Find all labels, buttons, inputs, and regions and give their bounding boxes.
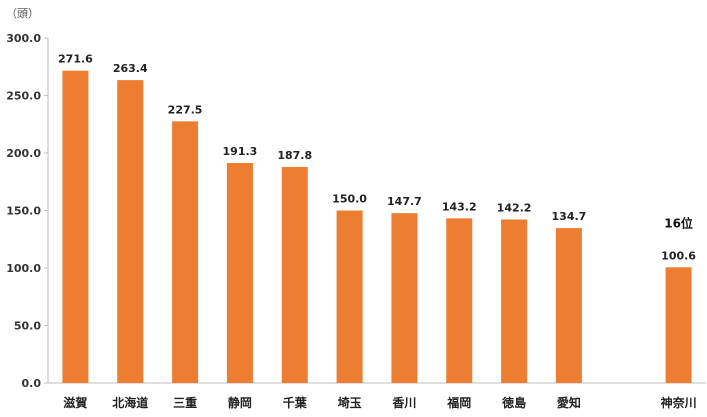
data-label: 271.6 xyxy=(58,53,93,66)
bar xyxy=(501,219,528,383)
bar xyxy=(281,167,308,383)
category-label: 北海道 xyxy=(112,395,148,410)
category-label: 香川 xyxy=(391,395,416,410)
category-label: 静岡 xyxy=(228,395,252,410)
y-tick-label: 100.0 xyxy=(6,262,41,275)
y-tick-label: 250.0 xyxy=(6,90,41,103)
y-tick-label: 200.0 xyxy=(6,147,41,160)
data-labels: 271.6 263.4 227.5 191.3 187.8 150.0 147.7 143.2… xyxy=(58,53,696,263)
data-label: 134.7 xyxy=(552,210,587,223)
data-label: 227.5 xyxy=(168,103,203,116)
category-label: 千葉 xyxy=(283,395,308,410)
rank-annotation: 16位 xyxy=(664,215,693,230)
y-tick-label: 50.0 xyxy=(14,320,41,333)
y-axis-ticks: 0.0 50.0 100.0 150.0 200.0 250.0 300.0 xyxy=(6,32,48,390)
chart-bars xyxy=(62,70,692,383)
chart-axes xyxy=(47,38,706,384)
category-label: 徳島 xyxy=(501,395,526,410)
data-label: 142.2 xyxy=(497,201,532,214)
bar xyxy=(336,210,363,383)
data-label: 187.8 xyxy=(277,149,312,162)
bar xyxy=(62,70,89,383)
y-tick-label: 0.0 xyxy=(22,377,42,390)
bar xyxy=(446,218,473,383)
data-label: 191.3 xyxy=(223,145,258,158)
category-label: 神奈川 xyxy=(661,395,697,410)
data-label: 150.0 xyxy=(332,193,367,206)
bar xyxy=(172,121,199,383)
category-label: 福岡 xyxy=(446,395,471,410)
bar xyxy=(391,213,418,383)
category-label: 三重 xyxy=(173,395,197,410)
data-label: 143.2 xyxy=(442,200,477,213)
data-label: 147.7 xyxy=(387,195,422,208)
annotations: 16位 xyxy=(664,215,693,230)
bar xyxy=(117,80,144,383)
bar xyxy=(555,228,582,383)
category-label: 埼玉 xyxy=(338,395,362,410)
category-labels: 滋賀 北海道 三重 静岡 千葉 埼玉 香川 福岡 徳島 愛知 神奈川 xyxy=(63,395,696,410)
bar xyxy=(226,163,253,383)
data-label: 100.6 xyxy=(661,249,696,262)
bar xyxy=(665,267,692,383)
category-label: 滋賀 xyxy=(63,395,87,410)
data-label: 263.4 xyxy=(113,62,148,75)
y-axis-unit-label: （頭） xyxy=(6,7,39,20)
y-tick-label: 300.0 xyxy=(6,32,41,45)
category-label: 愛知 xyxy=(557,395,581,410)
y-tick-label: 150.0 xyxy=(6,205,41,218)
